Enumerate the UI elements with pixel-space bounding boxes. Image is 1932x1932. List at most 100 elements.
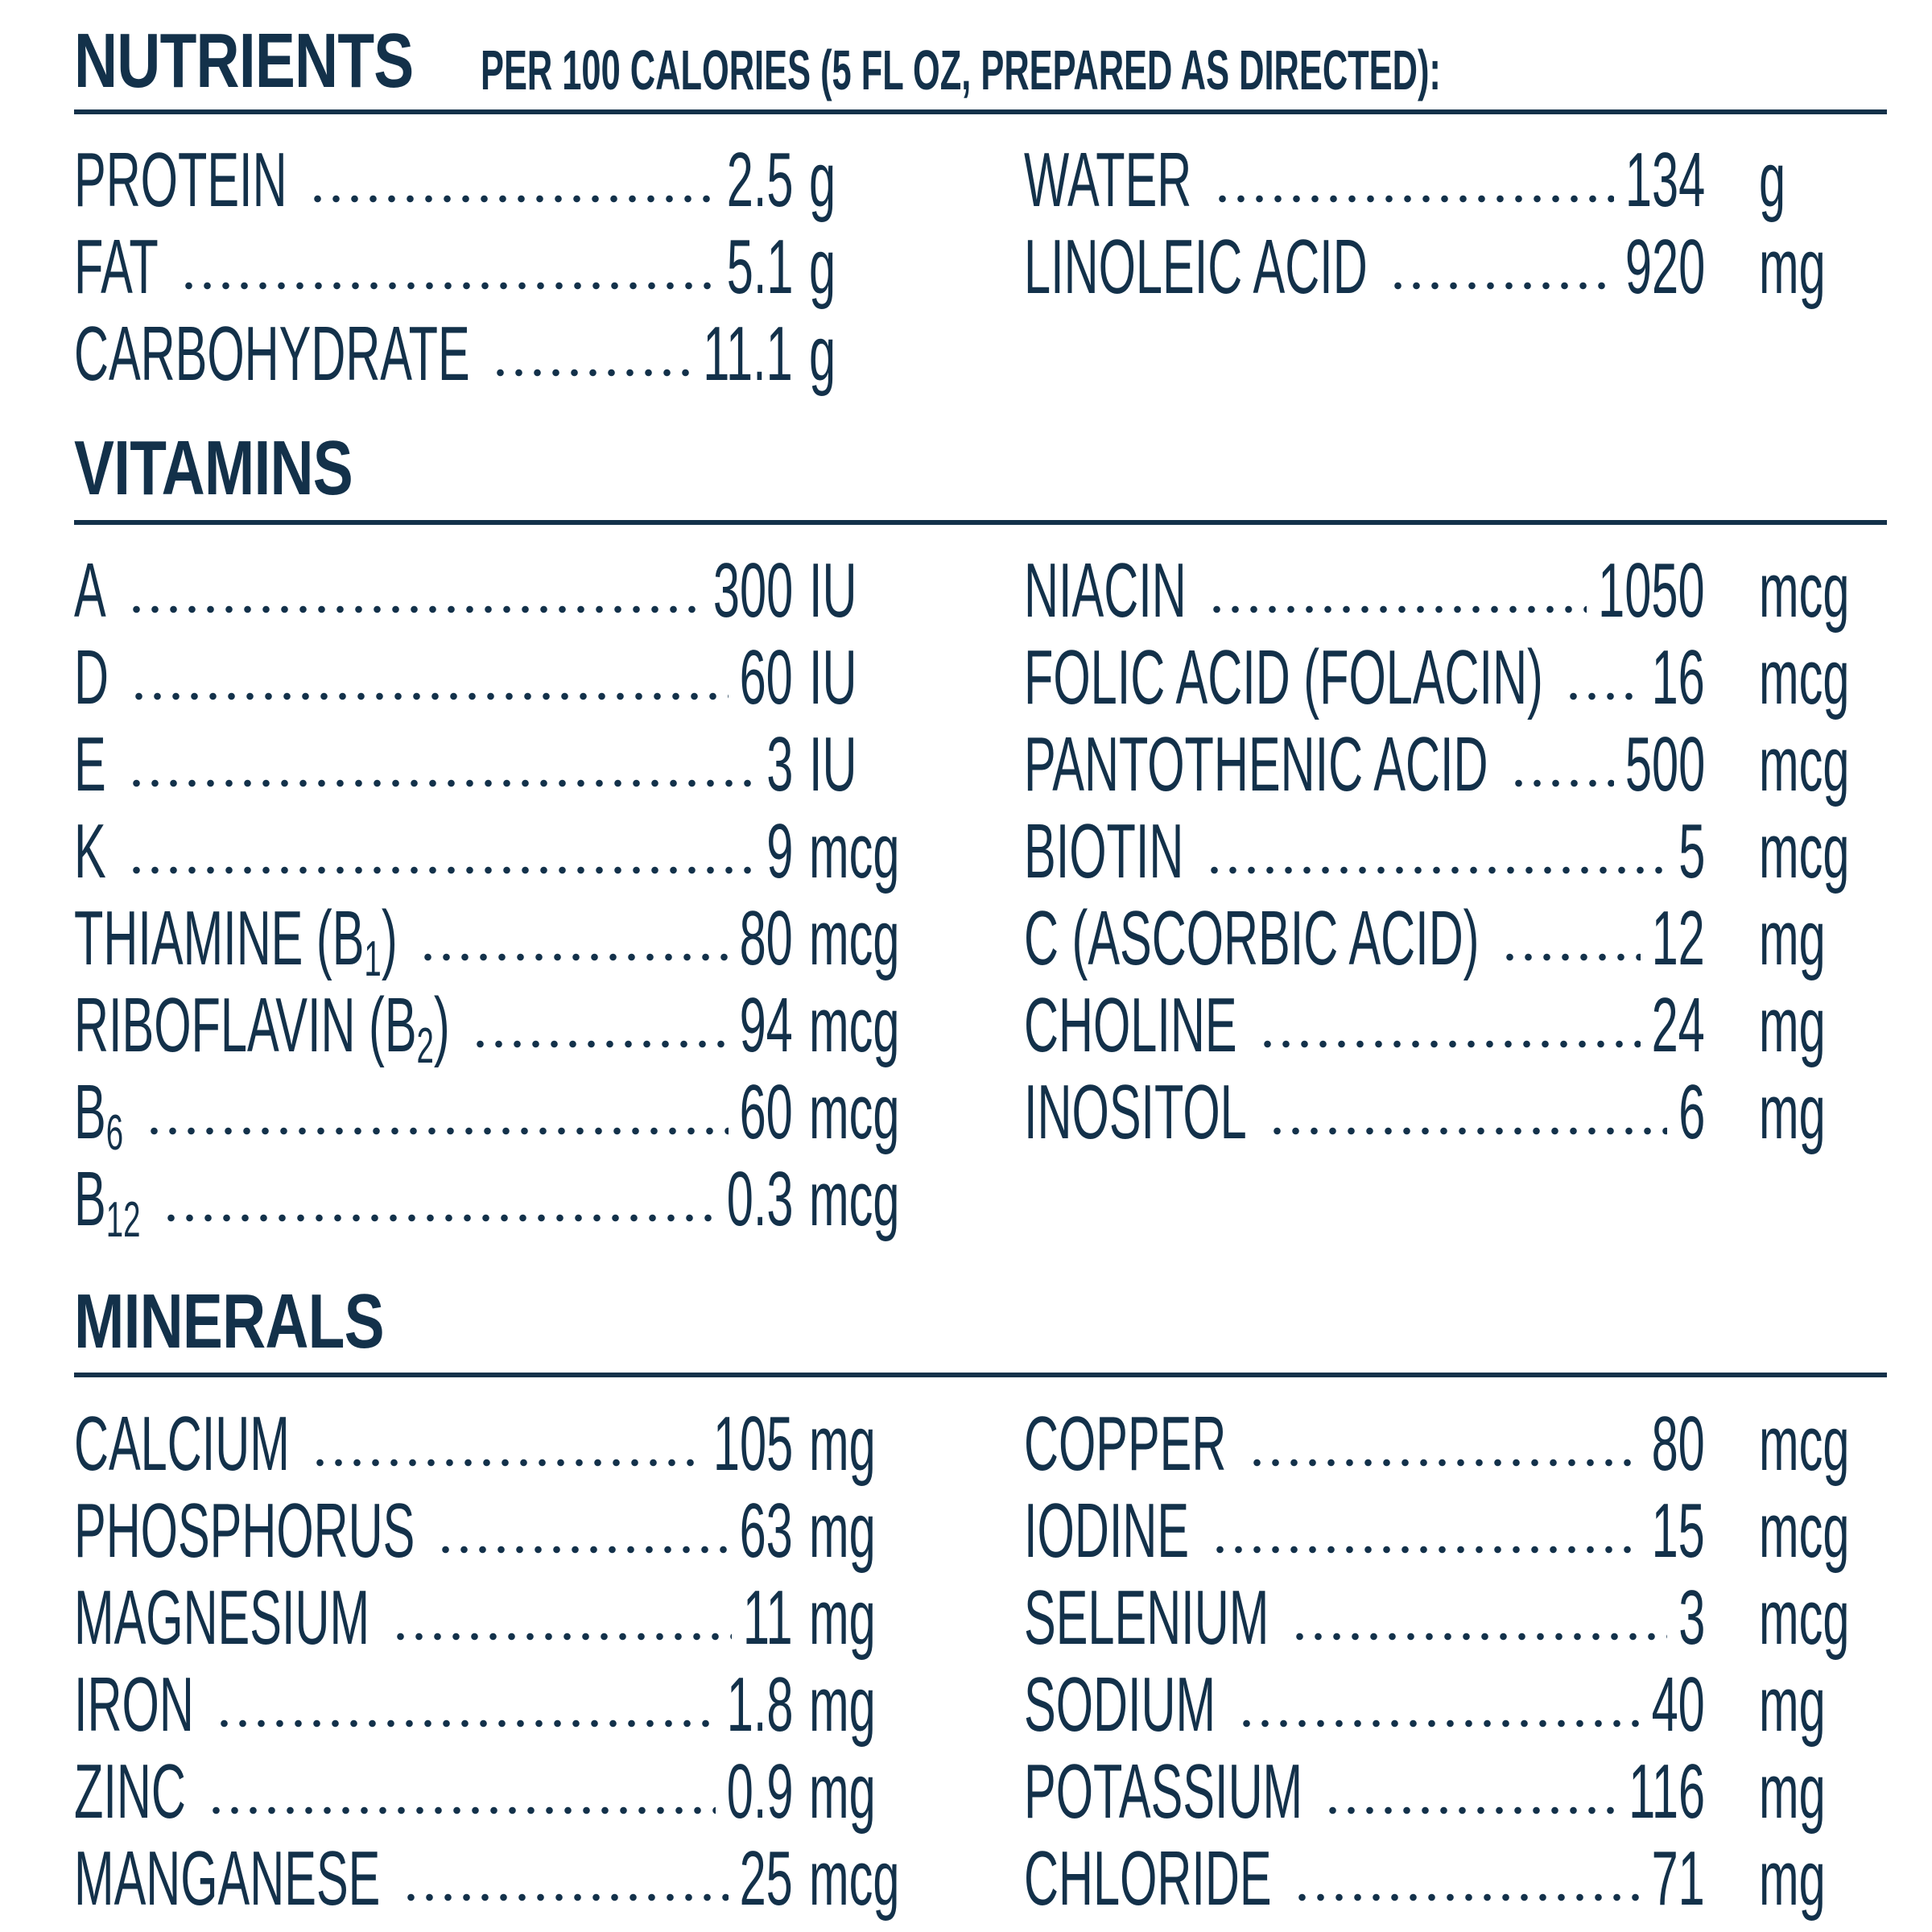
leader-dots bbox=[391, 1633, 732, 1641]
leader-dots bbox=[1237, 1719, 1641, 1728]
nutrient-unit: mg bbox=[1759, 1069, 1826, 1155]
nutrient-value: 1.8 bbox=[726, 1662, 794, 1748]
leader-dots bbox=[1501, 953, 1641, 961]
row-b12: B12 0.3 mcg bbox=[74, 1156, 970, 1248]
nutrient-name: CALCIUM bbox=[74, 1401, 290, 1487]
leader-dots bbox=[180, 282, 716, 290]
nutrient-value: 6 bbox=[1678, 1069, 1706, 1155]
nutrient-name: INOSITOL bbox=[1024, 1069, 1247, 1155]
row-carbohydrate: CARBOHYDRATE 11.1 g bbox=[74, 311, 970, 398]
nutrient-name: POTASSIUM bbox=[1024, 1748, 1303, 1835]
row-iodine: IODINE 15 mcg bbox=[1024, 1488, 1920, 1575]
vitamins-header: VITAMINS bbox=[74, 430, 1887, 507]
nutrient-value: 300 bbox=[712, 547, 794, 634]
nutrient-name: COPPER bbox=[1024, 1401, 1227, 1487]
nutrient-name: PHOSPHORUS bbox=[74, 1488, 415, 1574]
row-chloride: CHLORIDE 71 mg bbox=[1024, 1835, 1920, 1922]
leader-dots bbox=[419, 953, 729, 961]
nutrient-name: MANGANESE bbox=[74, 1835, 381, 1922]
row-k: K 9 mcg bbox=[74, 808, 970, 895]
nutrient-value: 105 bbox=[712, 1401, 794, 1487]
row-iron: IRON 1.8 mg bbox=[74, 1662, 970, 1748]
nutrient-value: 80 bbox=[739, 895, 793, 981]
leader-dots bbox=[127, 605, 702, 613]
nutrient-value: 60 bbox=[739, 634, 793, 720]
nutrient-value: 116 bbox=[1629, 1748, 1706, 1835]
nutrient-name-subscript: 2 bbox=[416, 1018, 434, 1074]
nutrient-name: B6 bbox=[74, 1069, 124, 1161]
minerals-title: MINERALS bbox=[74, 1278, 385, 1364]
minerals-header: MINERALS bbox=[74, 1283, 1887, 1360]
nutrient-name: C (ASCORBIC ACID) bbox=[1024, 895, 1480, 981]
leader-dots bbox=[1293, 1893, 1641, 1901]
nutrient-unit: mcg bbox=[809, 895, 900, 981]
nutrient-value: 15 bbox=[1651, 1488, 1705, 1574]
leader-dots bbox=[1211, 1546, 1641, 1554]
leader-dots bbox=[1290, 1633, 1668, 1641]
leader-dots bbox=[1258, 1040, 1641, 1048]
leader-dots bbox=[145, 1127, 729, 1135]
nutrient-value: 24 bbox=[1651, 982, 1705, 1068]
row-fat: FAT 5.1 g bbox=[74, 224, 970, 311]
nutrient-name-subscript: 12 bbox=[105, 1192, 141, 1248]
nutrient-unit: mcg bbox=[1759, 634, 1850, 720]
leader-dots bbox=[308, 195, 716, 203]
row-magnesium: MAGNESIUM 11 mg bbox=[74, 1575, 970, 1662]
nutrient-name-subscript: 6 bbox=[105, 1105, 124, 1161]
nutrient-unit: IU bbox=[809, 721, 857, 807]
nutrient-name: A bbox=[74, 547, 106, 634]
nutrient-value: 16 bbox=[1651, 634, 1705, 720]
nutrient-value: 71 bbox=[1651, 1835, 1705, 1922]
leader-dots bbox=[1213, 195, 1614, 203]
row-manganese: MANGANESE 25 mcg bbox=[74, 1835, 970, 1922]
nutrient-unit: mg bbox=[1759, 1835, 1826, 1922]
nutrient-name: FOLIC ACID (FOLACIN) bbox=[1024, 634, 1543, 720]
nutrient-value: 5 bbox=[1678, 808, 1706, 894]
leader-dots bbox=[1389, 282, 1614, 290]
nutrient-unit: g bbox=[1759, 137, 1786, 223]
leader-dots bbox=[1208, 605, 1587, 613]
leader-dots bbox=[1248, 1459, 1641, 1467]
nutrient-value: 25 bbox=[739, 1835, 793, 1922]
nutrient-unit: mcg bbox=[1759, 721, 1850, 807]
row-biotin: BIOTIN 5 mcg bbox=[1024, 808, 1920, 895]
leader-dots bbox=[471, 1040, 729, 1048]
row-folic-acid-folacin: FOLIC ACID (FOLACIN) 16 mcg bbox=[1024, 634, 1920, 721]
nutrient-unit: mcg bbox=[1759, 1401, 1850, 1487]
row-phosphorus: PHOSPHORUS 63 mg bbox=[74, 1488, 970, 1575]
nutrient-unit: mg bbox=[809, 1401, 876, 1487]
nutrient-value: 920 bbox=[1624, 224, 1706, 310]
nutrient-unit: mcg bbox=[809, 1835, 900, 1922]
nutrient-name: FAT bbox=[74, 224, 159, 310]
row-choline: CHOLINE 24 mg bbox=[1024, 982, 1920, 1069]
nutrient-name: NIACIN bbox=[1024, 547, 1187, 634]
nutrient-value: 11 bbox=[742, 1575, 793, 1661]
nutrient-value: 0.9 bbox=[726, 1748, 794, 1835]
row-riboflavin-b2: RIBOFLAVIN (B2) 94 mcg bbox=[74, 982, 970, 1074]
leader-dots bbox=[207, 1806, 716, 1814]
nutrients-header: NUTRIENTS PER 100 CALORIES (5 FL OZ, PRE… bbox=[74, 23, 1887, 100]
nutrient-unit: mg bbox=[809, 1575, 876, 1661]
nutrient-value: 3 bbox=[1678, 1575, 1706, 1661]
nutrient-unit: mcg bbox=[809, 1156, 900, 1242]
nutrient-name: LINOLEIC ACID bbox=[1024, 224, 1368, 310]
row-protein: PROTEIN 2.5 g bbox=[74, 137, 970, 224]
nutrient-value: 2.5 bbox=[726, 137, 794, 223]
row-sodium: SODIUM 40 mg bbox=[1024, 1662, 1920, 1748]
nutrient-unit: mg bbox=[1759, 224, 1826, 310]
row-e: E 3 IU bbox=[74, 721, 970, 808]
nutrient-name: ZINC bbox=[74, 1748, 186, 1835]
row-zinc: ZINC 0.9 mg bbox=[74, 1748, 970, 1835]
row-niacin: NIACIN 1050 mcg bbox=[1024, 547, 1920, 634]
nutrient-name: WATER bbox=[1024, 137, 1192, 223]
leader-dots bbox=[491, 369, 692, 377]
nutrient-value: 500 bbox=[1624, 721, 1706, 807]
nutrient-unit: mcg bbox=[809, 1069, 900, 1155]
nutrient-value: 12 bbox=[1651, 895, 1705, 981]
vitamins-divider bbox=[74, 520, 1887, 525]
leader-dots bbox=[436, 1546, 729, 1554]
row-thiamine-b1: THIAMINE (B1) 80 mcg bbox=[74, 895, 970, 987]
nutrient-value: 134 bbox=[1624, 137, 1706, 223]
leader-dots bbox=[311, 1459, 702, 1467]
nutrient-value: 1050 bbox=[1598, 547, 1705, 634]
